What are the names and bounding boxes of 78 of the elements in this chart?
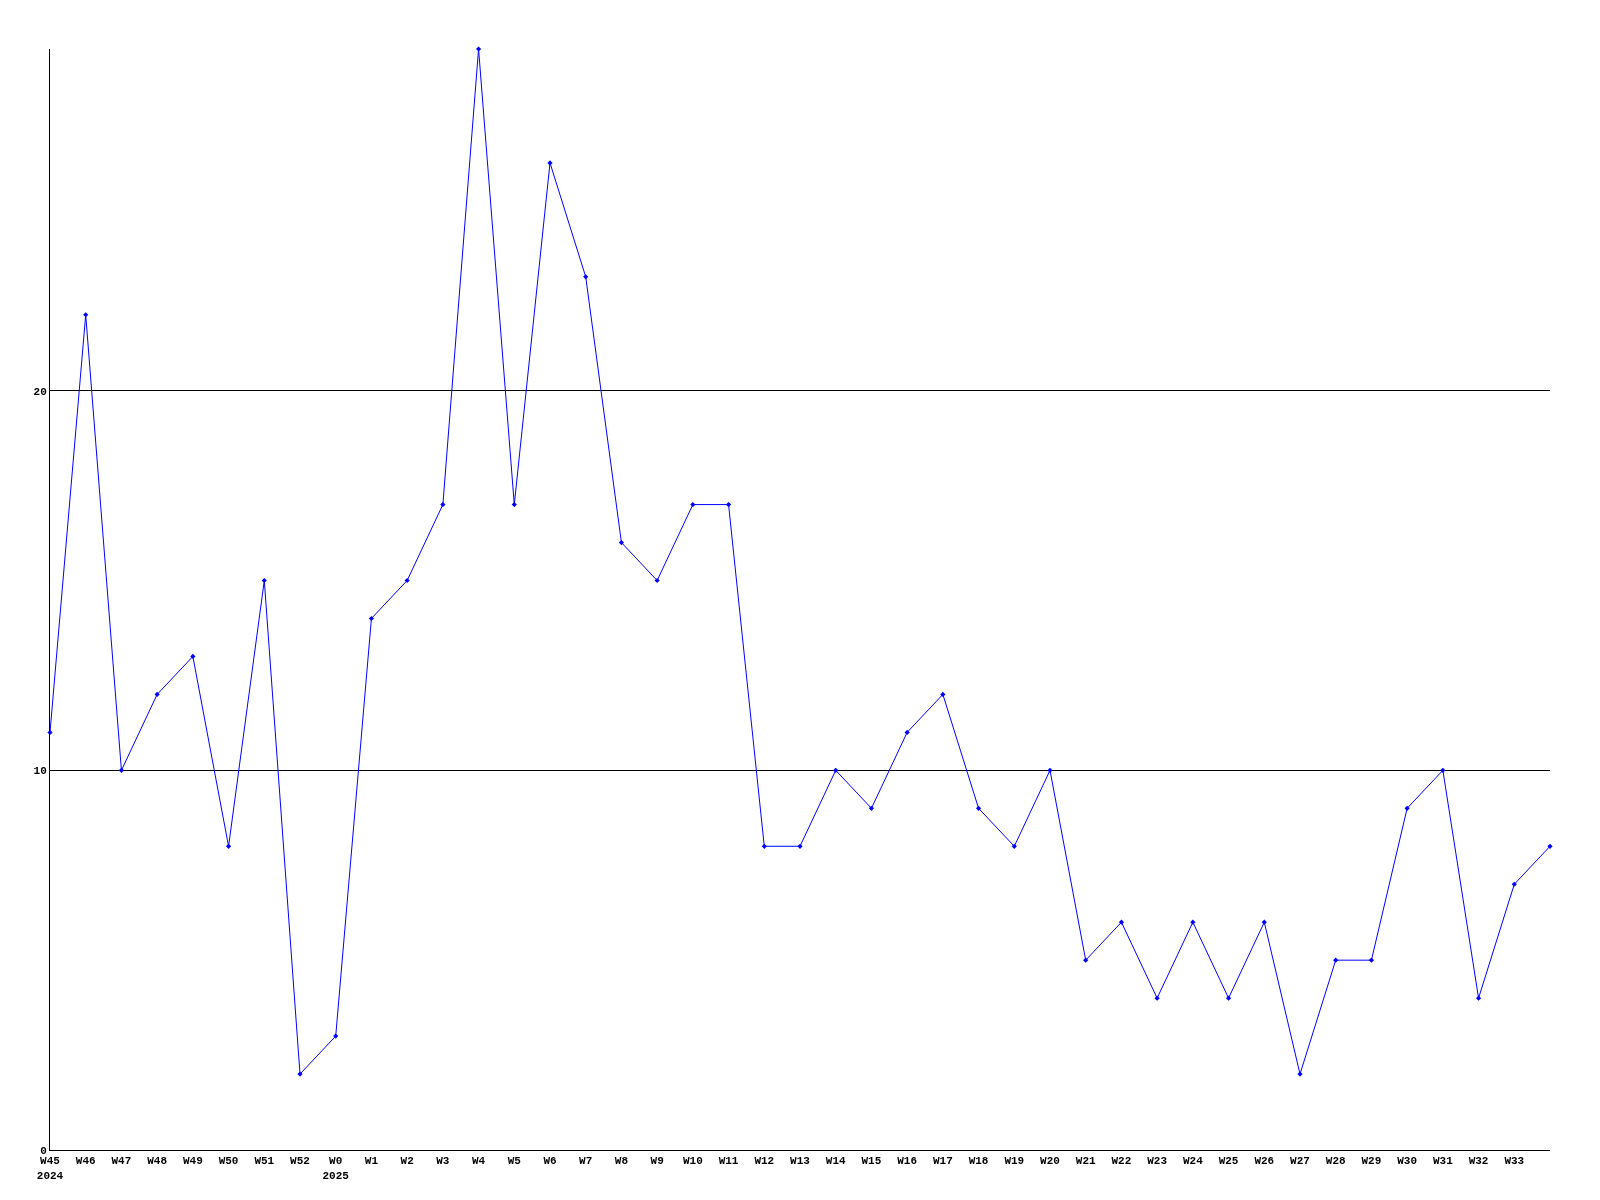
point bbox=[975, 805, 982, 811]
x-tick-label: W45 2024 bbox=[36, 1155, 64, 1182]
x-tick-label: W23 bbox=[1147, 1155, 1168, 1168]
x-tick-label: W25 bbox=[1218, 1155, 1239, 1168]
x-tick-label: W9 bbox=[650, 1155, 664, 1168]
x-tick-label: W15 bbox=[861, 1155, 882, 1168]
x-tick-label: W47 bbox=[111, 1155, 132, 1168]
point bbox=[190, 653, 196, 660]
point bbox=[440, 501, 446, 508]
x-tick-label: W3 bbox=[436, 1155, 450, 1168]
x-tick-label: W19 bbox=[1004, 1155, 1025, 1168]
point bbox=[404, 577, 410, 584]
x-tick-label: W8 bbox=[614, 1155, 629, 1168]
point bbox=[761, 843, 767, 849]
x-tick-label: W24 bbox=[1182, 1155, 1204, 1168]
x-tick-label: W49 bbox=[182, 1155, 203, 1168]
x-tick-label: W28 bbox=[1325, 1155, 1347, 1168]
point bbox=[725, 501, 732, 508]
point bbox=[261, 577, 267, 584]
x-tick-label: W4 bbox=[471, 1155, 486, 1168]
x-tick-label: W31 bbox=[1432, 1155, 1454, 1168]
x-tick-label: W5 bbox=[507, 1155, 522, 1168]
point bbox=[1011, 843, 1017, 849]
point bbox=[1083, 957, 1089, 963]
point bbox=[583, 274, 589, 280]
point bbox=[833, 767, 839, 773]
x-tick-label: W48 bbox=[147, 1155, 168, 1168]
x-tick-label: W14 bbox=[825, 1155, 847, 1168]
x-tick-label: W13 bbox=[790, 1155, 811, 1168]
x-tick-label: W17 bbox=[932, 1155, 953, 1168]
point bbox=[225, 843, 232, 849]
x-tick-label: W26 bbox=[1254, 1155, 1275, 1168]
x-tick-label: W11 bbox=[718, 1155, 739, 1168]
point bbox=[154, 691, 160, 698]
point bbox=[654, 577, 660, 584]
point bbox=[118, 767, 125, 773]
x-tick-label: W21 bbox=[1075, 1155, 1097, 1168]
x-tick-label: W6 bbox=[543, 1155, 557, 1168]
point bbox=[1368, 957, 1375, 963]
x-tick-label: W51 bbox=[254, 1155, 275, 1168]
y-tick-label: 0 bbox=[40, 1144, 47, 1157]
x-tick-label: W29 bbox=[1361, 1155, 1382, 1168]
point bbox=[904, 729, 910, 735]
point bbox=[1440, 767, 1446, 773]
y-tick-label: 20 bbox=[33, 385, 47, 398]
point bbox=[690, 501, 696, 508]
point bbox=[1404, 805, 1410, 811]
point bbox=[1475, 995, 1482, 1001]
point bbox=[1118, 919, 1125, 925]
x-tick-label: W46 bbox=[75, 1155, 96, 1168]
x-tick-label: W32 bbox=[1468, 1155, 1489, 1168]
x-tick-label: W20 bbox=[1040, 1155, 1060, 1168]
x-tick-label: W2 bbox=[400, 1155, 414, 1168]
point bbox=[868, 805, 875, 811]
x-tick-label: W52 bbox=[290, 1155, 310, 1168]
point bbox=[618, 539, 625, 546]
x-tick-label: W12 bbox=[754, 1155, 775, 1168]
point bbox=[475, 46, 482, 52]
point bbox=[511, 501, 517, 508]
x-tick-label: W1 bbox=[364, 1155, 379, 1168]
point bbox=[1261, 919, 1267, 925]
x-tick-label: W16 bbox=[897, 1155, 918, 1168]
point bbox=[940, 691, 946, 698]
point bbox=[83, 312, 89, 318]
x-tick-label: W27 bbox=[1290, 1155, 1310, 1168]
x-tick-label: W30 bbox=[1397, 1155, 1418, 1168]
point bbox=[368, 615, 375, 622]
point bbox=[1511, 881, 1517, 887]
x-tick-label: W0 2025 bbox=[322, 1155, 350, 1182]
y-tick-label: 10 bbox=[33, 765, 47, 778]
x-tick-label: W10 bbox=[682, 1155, 703, 1168]
point bbox=[1225, 995, 1232, 1001]
x-tick-label: W7 bbox=[579, 1155, 593, 1168]
x-tick-label: W18 bbox=[968, 1155, 989, 1168]
x-tick-label: W50 bbox=[218, 1155, 239, 1168]
x-tick-label: W33 bbox=[1504, 1155, 1525, 1168]
point bbox=[1333, 957, 1339, 963]
x-tick-label: W22 bbox=[1111, 1155, 1132, 1168]
